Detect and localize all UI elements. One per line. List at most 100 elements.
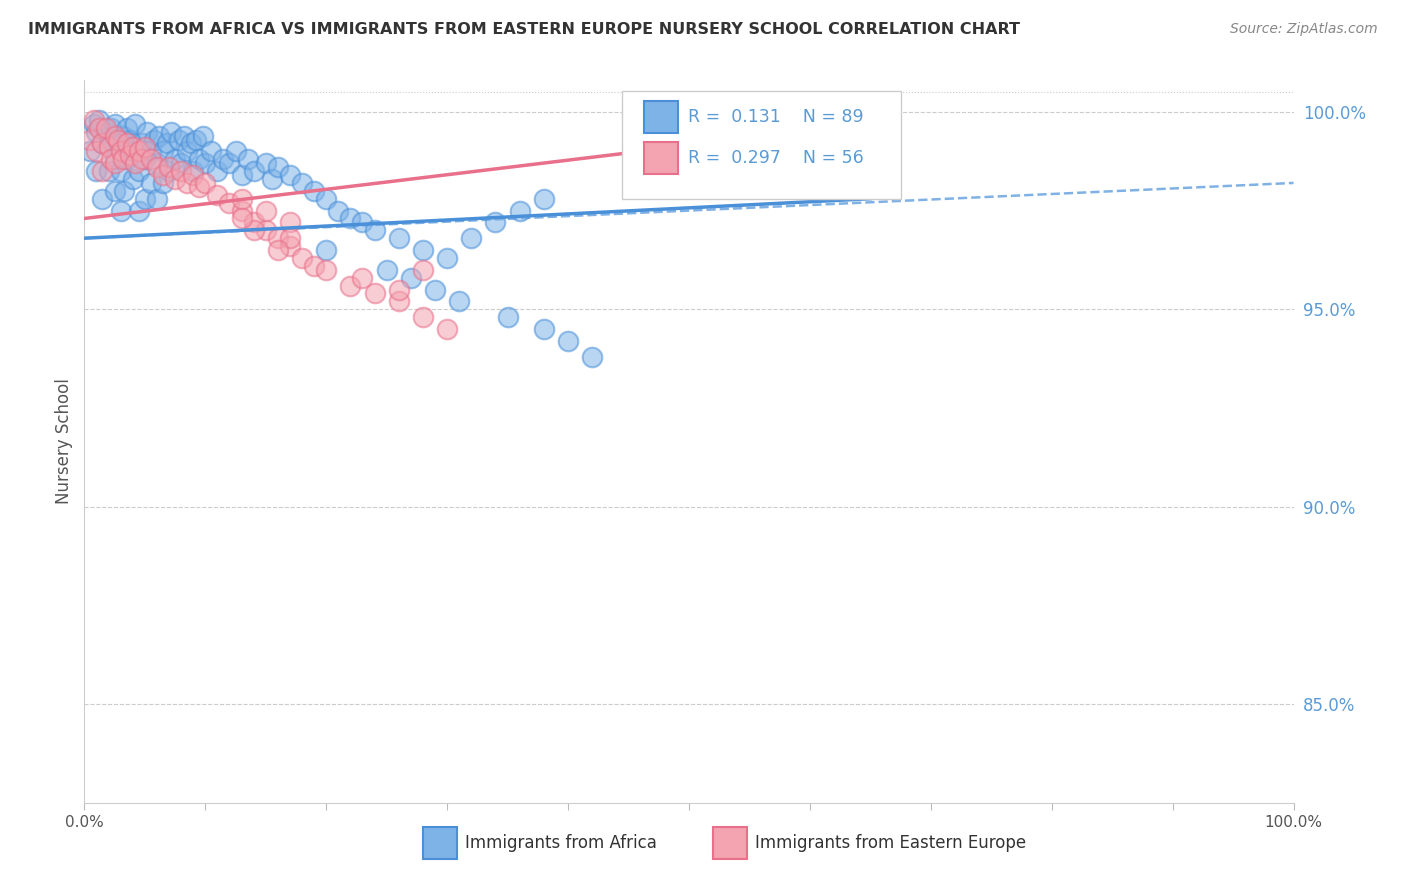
Point: [115, 153, 138, 167]
Point: [86, 164, 108, 178]
Point: [363, 223, 385, 237]
Point: [155, 136, 177, 151]
Point: [110, 145, 132, 159]
Point: [200, 145, 222, 159]
Point: [207, 187, 229, 202]
Point: [120, 132, 142, 146]
Point: [339, 278, 361, 293]
Point: [388, 283, 411, 297]
Point: [375, 262, 398, 277]
Point: [509, 203, 531, 218]
Point: [165, 153, 187, 167]
Point: [231, 211, 253, 226]
Point: [146, 160, 169, 174]
Point: [184, 132, 207, 146]
Point: [131, 153, 153, 167]
FancyBboxPatch shape: [423, 827, 457, 859]
Point: [181, 164, 204, 178]
Point: [124, 117, 146, 131]
Point: [107, 136, 129, 151]
Point: [79, 132, 101, 146]
Point: [242, 164, 264, 178]
Point: [124, 156, 146, 170]
Point: [83, 117, 105, 131]
Point: [115, 136, 138, 151]
Point: [176, 145, 198, 159]
Point: [339, 211, 361, 226]
Point: [112, 153, 135, 167]
Point: [533, 322, 555, 336]
Point: [180, 136, 202, 151]
Point: [242, 223, 264, 237]
Point: [136, 125, 159, 139]
Point: [104, 156, 127, 170]
Point: [412, 310, 434, 325]
Point: [91, 136, 114, 151]
Point: [100, 153, 122, 167]
Point: [557, 334, 579, 348]
Point: [110, 145, 132, 159]
Point: [91, 164, 114, 178]
Point: [97, 164, 120, 178]
Point: [278, 168, 301, 182]
Point: [83, 112, 105, 127]
Point: [278, 231, 301, 245]
Point: [94, 125, 117, 139]
Point: [121, 140, 143, 154]
Point: [218, 156, 240, 170]
Point: [104, 117, 127, 131]
Text: R =  0.297    N = 56: R = 0.297 N = 56: [688, 149, 863, 168]
Point: [120, 148, 142, 162]
Point: [91, 136, 114, 151]
Point: [146, 156, 169, 170]
Point: [152, 168, 174, 182]
Point: [363, 286, 385, 301]
Point: [278, 215, 301, 229]
Point: [291, 251, 314, 265]
Point: [267, 160, 290, 174]
Point: [86, 125, 108, 139]
FancyBboxPatch shape: [713, 827, 747, 859]
Point: [436, 322, 458, 336]
Point: [328, 203, 350, 218]
Point: [94, 120, 117, 135]
Point: [388, 231, 411, 245]
Point: [128, 203, 150, 218]
Point: [152, 176, 174, 190]
Point: [423, 283, 446, 297]
Point: [86, 145, 108, 159]
Point: [315, 192, 337, 206]
Point: [104, 184, 127, 198]
Point: [460, 231, 482, 245]
Point: [134, 192, 156, 206]
Point: [112, 128, 135, 143]
Point: [134, 140, 156, 154]
Point: [412, 262, 434, 277]
Text: IMMIGRANTS FROM AFRICA VS IMMIGRANTS FROM EASTERN EUROPE NURSERY SCHOOL CORRELAT: IMMIGRANTS FROM AFRICA VS IMMIGRANTS FRO…: [28, 22, 1021, 37]
Point: [278, 239, 301, 253]
Point: [191, 128, 214, 143]
Point: [352, 215, 374, 229]
Point: [212, 153, 235, 167]
Point: [242, 215, 264, 229]
Point: [218, 195, 240, 210]
Point: [160, 125, 183, 139]
Point: [181, 168, 204, 182]
Point: [254, 223, 277, 237]
Point: [236, 153, 259, 167]
Point: [152, 145, 174, 159]
Point: [188, 180, 211, 194]
Point: [157, 160, 180, 174]
Point: [97, 132, 120, 146]
Point: [260, 172, 283, 186]
Point: [315, 243, 337, 257]
Point: [254, 203, 277, 218]
Point: [167, 132, 190, 146]
Point: [157, 164, 180, 178]
Point: [121, 145, 143, 159]
Point: [148, 128, 170, 143]
Point: [449, 294, 471, 309]
Point: [97, 140, 120, 154]
Point: [207, 164, 229, 178]
Point: [496, 310, 519, 325]
